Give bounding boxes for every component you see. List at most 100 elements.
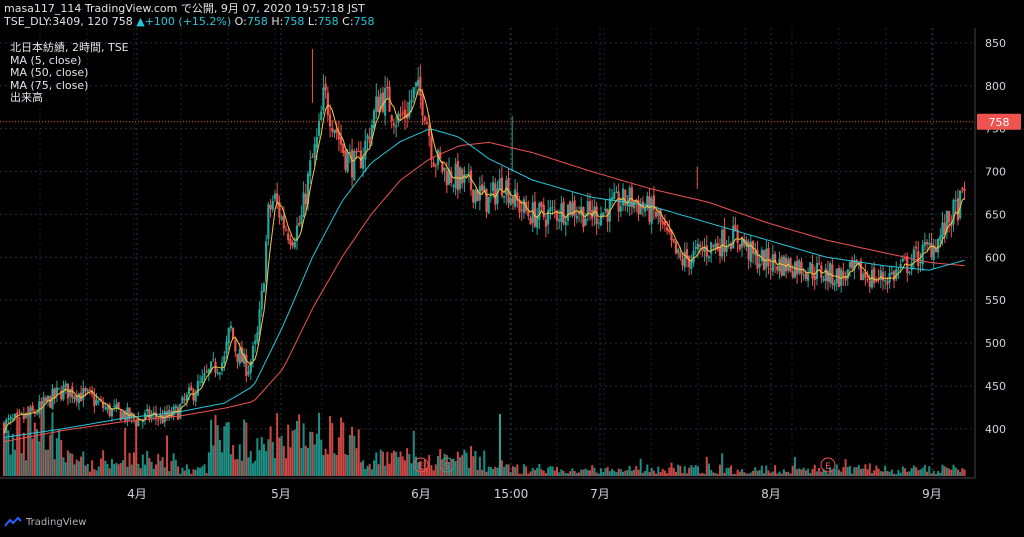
volume-bar bbox=[926, 471, 929, 476]
event-marker[interactable] bbox=[439, 457, 455, 473]
candle-body bbox=[782, 256, 785, 276]
volume-bar bbox=[320, 439, 323, 476]
volume-bar bbox=[886, 470, 889, 476]
candle-body bbox=[209, 361, 213, 372]
volume-bar bbox=[289, 447, 292, 476]
volume-bar bbox=[503, 466, 506, 476]
volume-bar bbox=[262, 443, 265, 476]
event-marker[interactable] bbox=[820, 457, 836, 473]
candle-body bbox=[632, 201, 636, 209]
candle-body bbox=[932, 245, 935, 260]
volume-bar bbox=[430, 465, 433, 476]
volume-bar bbox=[304, 445, 307, 476]
volume-bar bbox=[210, 419, 213, 476]
volume-bar bbox=[36, 429, 39, 476]
volume-bar bbox=[868, 463, 871, 476]
volume-bar bbox=[346, 454, 349, 476]
volume-bar bbox=[648, 471, 651, 476]
candle-body bbox=[773, 253, 777, 264]
volume-bar bbox=[157, 454, 160, 476]
volume-bar bbox=[518, 473, 521, 476]
volume-bar bbox=[227, 421, 230, 476]
candle-body bbox=[174, 405, 177, 409]
legend-ma5[interactable]: MA (5, close) bbox=[10, 53, 82, 67]
candle-body bbox=[674, 241, 678, 254]
footer-brand[interactable]: TradingView bbox=[26, 516, 87, 528]
volume-bar bbox=[410, 463, 413, 476]
volume-bar bbox=[644, 470, 647, 476]
volume-bar bbox=[551, 466, 554, 476]
candle-body bbox=[366, 135, 369, 139]
volume-bar bbox=[110, 459, 113, 476]
volume-bar bbox=[707, 463, 710, 476]
y-tick-label: 450 bbox=[985, 380, 1006, 393]
volume-bar bbox=[5, 438, 8, 476]
volume-bar bbox=[602, 471, 605, 476]
candle-body bbox=[463, 174, 466, 183]
candle-body bbox=[866, 278, 869, 280]
volume-bar bbox=[150, 461, 153, 476]
volume-bar bbox=[544, 473, 547, 476]
volume-bar bbox=[721, 453, 724, 476]
candle-body bbox=[176, 407, 180, 420]
volume-bar bbox=[573, 470, 576, 476]
candle-body bbox=[392, 123, 396, 126]
candle-body bbox=[128, 407, 131, 419]
candle-body bbox=[124, 411, 127, 421]
volume-bar bbox=[919, 469, 922, 476]
legend-ma50[interactable]: MA (50, close) bbox=[10, 66, 89, 79]
candle-body bbox=[549, 207, 552, 212]
candle-body bbox=[848, 262, 852, 268]
time-axis[interactable]: 4月 5月 6月 15:00 7月 8月 9月 bbox=[127, 487, 942, 501]
legend-ma75[interactable]: MA (75, close) bbox=[10, 78, 89, 92]
candle-body bbox=[963, 188, 966, 192]
candle-body bbox=[683, 251, 686, 267]
candle-body bbox=[566, 204, 570, 221]
candle-body bbox=[694, 247, 697, 249]
candle-body bbox=[414, 82, 418, 87]
candle-body bbox=[262, 283, 266, 293]
legend-volume[interactable]: 出来高 bbox=[10, 91, 43, 104]
volume-bar bbox=[804, 470, 807, 476]
candle-body bbox=[509, 198, 512, 205]
volume-bar bbox=[758, 469, 761, 476]
volume-bar bbox=[877, 468, 880, 476]
candle-body bbox=[668, 229, 671, 233]
candle-body bbox=[802, 275, 805, 277]
volume-bar bbox=[243, 419, 246, 476]
volume-bar bbox=[166, 435, 169, 476]
volume-bar bbox=[315, 433, 318, 476]
volume-bar bbox=[732, 473, 735, 476]
candle-body bbox=[11, 418, 14, 420]
candle-body bbox=[152, 412, 155, 414]
volume-bar bbox=[463, 449, 466, 476]
candle-body bbox=[223, 356, 226, 364]
event-marker[interactable] bbox=[413, 457, 429, 473]
volume-bar bbox=[448, 461, 451, 476]
candle-body bbox=[870, 270, 874, 288]
volume-bar bbox=[443, 453, 446, 476]
candle-body bbox=[106, 405, 109, 410]
candle-body bbox=[789, 258, 792, 272]
x-tick-label: 7月 bbox=[590, 487, 610, 501]
price-axis[interactable]: 400450500550600650700750800850 bbox=[985, 37, 1006, 436]
candle-body bbox=[483, 186, 486, 192]
volume-bar bbox=[199, 467, 202, 476]
candle-body bbox=[102, 401, 105, 409]
candle-body bbox=[430, 136, 433, 160]
volume-bar bbox=[492, 469, 495, 476]
volume-bar bbox=[807, 468, 810, 476]
volume-bar bbox=[95, 470, 98, 476]
volume-bar bbox=[963, 469, 966, 476]
candle-body bbox=[502, 195, 506, 198]
candle-body bbox=[721, 229, 724, 257]
volume-bar bbox=[337, 437, 340, 476]
symbol-title[interactable]: 北日本紡績, 2時間, TSE bbox=[10, 41, 129, 54]
candle-body bbox=[637, 200, 640, 215]
candle-body bbox=[201, 376, 204, 384]
volume-bar bbox=[630, 470, 633, 476]
volume-bar bbox=[774, 465, 777, 476]
volume-bar bbox=[584, 468, 587, 476]
